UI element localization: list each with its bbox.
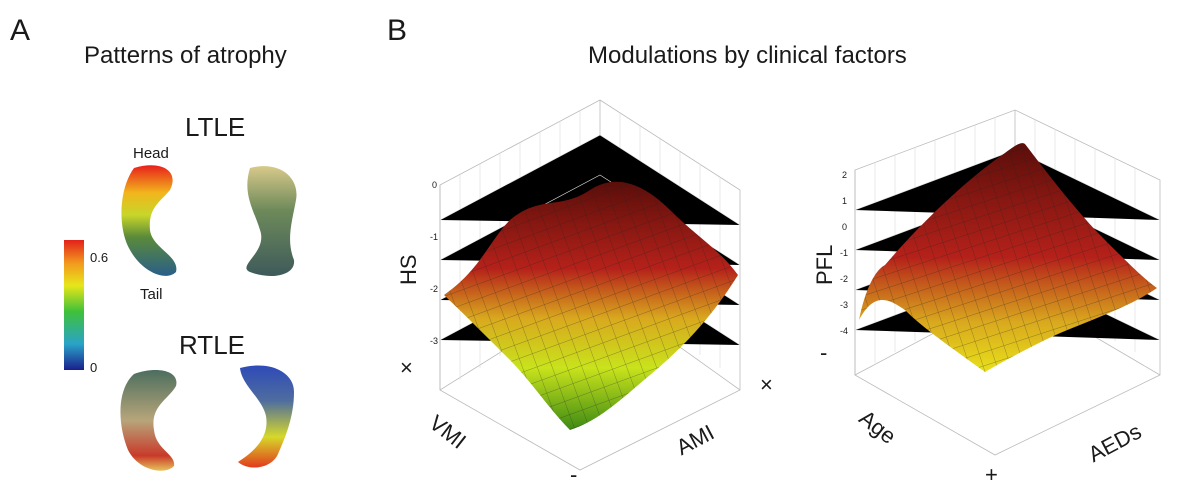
plot2-z-tick-0: 2	[842, 170, 848, 180]
hippocampus-images	[120, 165, 297, 471]
tail-label: Tail	[140, 286, 163, 303]
plot2-z-tick-4: -2	[840, 274, 849, 284]
plot1-z-tick-2: -2	[430, 284, 439, 294]
colorbar	[64, 240, 84, 370]
plot2-z-tick-6: -4	[840, 326, 849, 336]
ltle-left-hippocampus	[121, 165, 177, 276]
rtle-label: RTLE	[179, 330, 245, 360]
plot2-z-label: PFL	[812, 244, 837, 285]
panel-b-letter: B	[387, 14, 408, 47]
surface-plot-pfl	[854, 109, 1161, 456]
plot2-x-end-plus: +	[985, 462, 998, 487]
ltle-label: LTLE	[185, 112, 246, 142]
panel-a-letter: A	[10, 14, 31, 47]
ltle-right-hippocampus	[246, 166, 297, 276]
plot1-x-end-minus: -	[570, 462, 578, 487]
rtle-right-hippocampus	[238, 365, 294, 468]
panel-b-title: Modulations by clinical factors	[588, 42, 907, 69]
plot1-z-label: HS	[396, 254, 421, 285]
plot2-z-tick-2: 0	[842, 222, 848, 232]
plot1-x-end-plus: ×	[760, 372, 773, 397]
plot1-z-tick-3: -3	[430, 336, 439, 346]
plot2-z-tick-5: -3	[840, 300, 849, 310]
surface-plot-hs	[439, 99, 741, 471]
rtle-left-hippocampus	[120, 370, 177, 471]
colorbar-min-label: 0	[90, 360, 98, 375]
plot2-z-tick-1: 1	[842, 196, 848, 206]
plot2-z-tick-3: -1	[840, 248, 849, 258]
panel-a-title: Patterns of atrophy	[84, 42, 287, 69]
plot1-z-tick-0: 0	[432, 180, 438, 190]
plot1-z-tick-1: -1	[430, 232, 439, 242]
plot1-z-end-mark: ×	[400, 355, 413, 380]
colorbar-max-label: 0.6	[90, 250, 109, 265]
plot2-z-end-mark: -	[820, 340, 828, 365]
head-label: Head	[133, 145, 169, 162]
